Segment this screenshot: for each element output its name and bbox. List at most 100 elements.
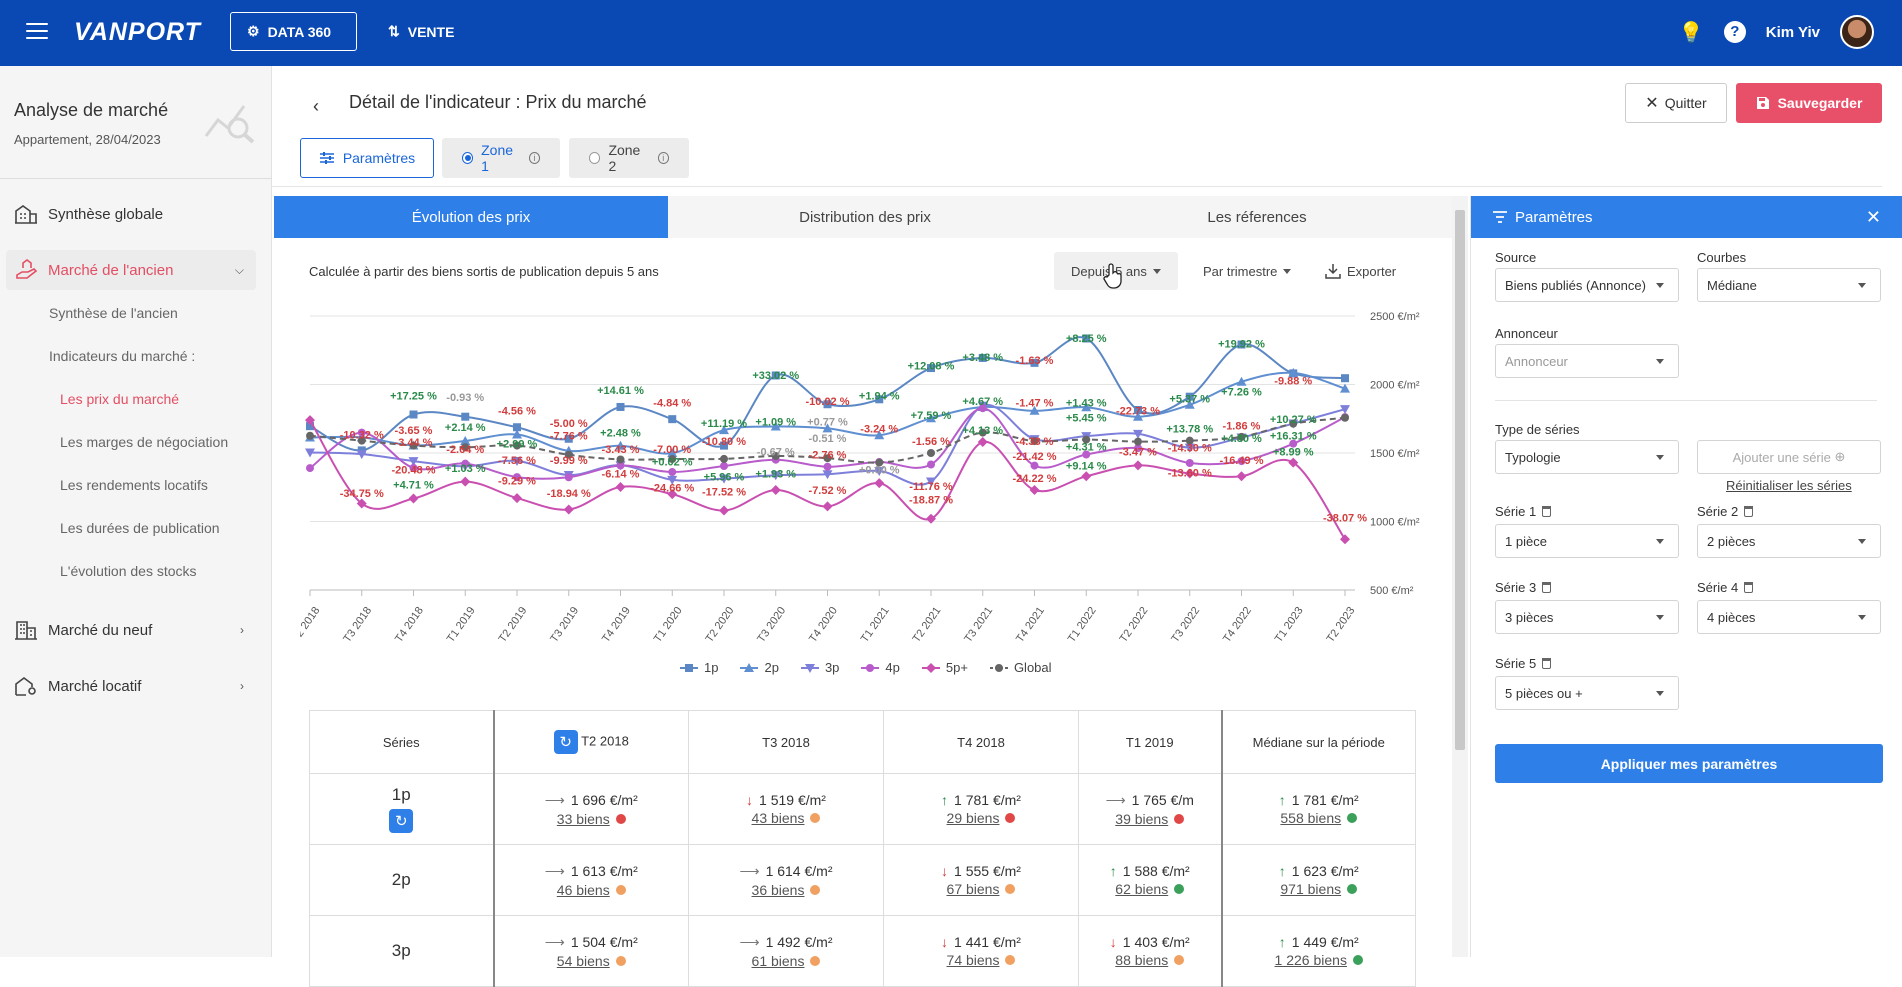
info-icon[interactable]: i: [528, 152, 541, 164]
count-link[interactable]: 558 biens: [1223, 810, 1416, 826]
sidebar-link-synthese-ancien[interactable]: Synthèse de l'ancien: [49, 305, 178, 321]
data-label: -3.47 %: [1119, 447, 1157, 459]
series-1-select[interactable]: 1 pièce: [1495, 524, 1679, 558]
granularity-dropdown[interactable]: Par trimestre: [1186, 252, 1308, 290]
legend-item-Global[interactable]: Global: [989, 660, 1052, 675]
zone1-tab[interactable]: Zone 1 i: [442, 138, 560, 178]
count-text: 1 226 biens: [1274, 952, 1347, 968]
annonceur-select[interactable]: Annonceur: [1495, 344, 1679, 378]
sidebar-link-prix[interactable]: Les prix du marché: [60, 391, 180, 407]
lightbulb-icon[interactable]: 💡: [1678, 21, 1704, 44]
count-link[interactable]: 74 biens: [884, 952, 1078, 968]
sidebar-item-marche-locatif[interactable]: Marché locatif ›: [6, 666, 256, 706]
save-button[interactable]: Sauvegarder: [1736, 83, 1882, 123]
series-3-select[interactable]: 3 pièces: [1495, 600, 1679, 634]
data-label: +14.61 %: [597, 385, 644, 397]
series-4-select[interactable]: 4 pièces: [1697, 600, 1881, 634]
sidebar-item-marche-ancien[interactable]: Marché de l'ancien ⌵: [6, 250, 256, 290]
tab-references[interactable]: Les réferences: [1062, 196, 1452, 238]
count-link[interactable]: 36 biens: [689, 882, 883, 898]
count-link[interactable]: 33 biens: [495, 811, 689, 827]
series-point-2p: [1133, 411, 1143, 421]
menu-icon[interactable]: [26, 23, 48, 39]
close-icon[interactable]: ✕: [1865, 206, 1881, 227]
count-link[interactable]: 61 biens: [689, 953, 883, 969]
source-select[interactable]: Biens publiés (Annonce): [1495, 268, 1679, 302]
series-point-1p: [823, 400, 832, 409]
type-series-select[interactable]: Typologie: [1495, 440, 1679, 474]
arrow-up-icon: ↑: [1278, 934, 1286, 950]
price-value: ↑ 1 623 €/m²: [1223, 863, 1416, 879]
sidebar-link-durees[interactable]: Les durées de publication: [60, 520, 220, 536]
tab-evolution[interactable]: Évolution des prix: [274, 196, 668, 238]
sidebar-item-marche-neuf[interactable]: Marché du neuf ›: [6, 610, 256, 650]
series-5-select[interactable]: 5 pièces ou +: [1495, 676, 1679, 710]
count-link[interactable]: 29 biens: [884, 810, 1078, 826]
sidebar-link-marges[interactable]: Les marges de négociation: [60, 434, 229, 450]
scrollbar-thumb[interactable]: [1455, 210, 1465, 750]
sidebar-item-synthese-globale[interactable]: Synthèse globale: [6, 194, 256, 234]
sidebar-link-stocks[interactable]: L'évolution des stocks: [60, 563, 197, 579]
trash-icon[interactable]: [1744, 506, 1754, 517]
apply-parameters-button[interactable]: Appliquer mes paramètres: [1495, 744, 1883, 783]
trash-icon[interactable]: [1542, 506, 1552, 517]
count-text: 39 biens: [1115, 810, 1169, 827]
x-tick-label: T2 2020: [703, 605, 736, 645]
data360-button[interactable]: ⚙ DATA 360: [230, 12, 357, 51]
count-link[interactable]: 971 biens: [1223, 881, 1416, 897]
series-point-1p: [1030, 358, 1039, 367]
avatar[interactable]: [1840, 15, 1874, 49]
trash-icon[interactable]: [1542, 582, 1552, 593]
parameters-toggle[interactable]: Paramètres: [300, 138, 434, 178]
legend-item-4p[interactable]: 4p: [861, 660, 900, 675]
add-series-button[interactable]: Ajouter une série ⊕: [1697, 440, 1881, 474]
zone2-tab[interactable]: Zone 2 i: [569, 138, 689, 178]
header-t1-2019: T1 2019: [1078, 710, 1222, 774]
count-link[interactable]: 46 biens: [495, 882, 689, 898]
count-link[interactable]: 62 biens: [1079, 881, 1221, 897]
data-label: -6.14 %: [602, 469, 640, 481]
data-label: -1.63 %: [1016, 355, 1054, 367]
series-point-3p: [667, 475, 678, 485]
series-point-Global: [875, 458, 884, 467]
data-label: +4.13 %: [962, 425, 1003, 437]
count-link[interactable]: 1 226 biens: [1223, 952, 1416, 968]
sidebar-link-rendements[interactable]: Les rendements locatifs: [60, 477, 208, 493]
back-arrow-icon[interactable]: ‹: [313, 96, 319, 116]
header-label: T2 2018: [581, 733, 629, 749]
legend-item-3p[interactable]: 3p: [800, 660, 839, 675]
legend-item-1p[interactable]: 1p: [680, 660, 718, 675]
price-text: 1 441 €/m²: [954, 934, 1021, 950]
page-title: Détail de l'indicateur : Prix du marché: [349, 92, 647, 112]
legend-item-2p[interactable]: 2p: [740, 660, 779, 675]
refresh-icon[interactable]: ↻: [553, 730, 578, 754]
reset-series-link[interactable]: Réinitialiser les séries: [1726, 478, 1852, 493]
trash-icon[interactable]: [1744, 582, 1754, 593]
count-link[interactable]: 39 biens: [1079, 811, 1221, 827]
count-link[interactable]: 67 biens: [884, 881, 1078, 897]
data-label: -9.99 %: [550, 455, 588, 467]
export-button[interactable]: Exporter: [1308, 252, 1413, 290]
legend-item-5p+[interactable]: 5p+: [921, 660, 968, 675]
type-series-label: Type de séries: [1495, 422, 1580, 437]
count-link[interactable]: 54 biens: [495, 953, 689, 969]
main-scrollbar[interactable]: [1452, 196, 1468, 957]
quit-button[interactable]: ✕ Quitter: [1625, 83, 1727, 123]
refresh-icon[interactable]: ↻: [389, 809, 414, 833]
tab-distribution[interactable]: Distribution des prix: [668, 196, 1062, 238]
count-link[interactable]: 88 biens: [1079, 952, 1221, 968]
courbes-select[interactable]: Médiane: [1697, 268, 1881, 302]
help-icon[interactable]: ?: [1723, 21, 1746, 43]
zone2-label: Zone 2: [608, 142, 641, 174]
info-icon[interactable]: i: [657, 152, 669, 164]
user-name[interactable]: Kim Yiv: [1765, 23, 1820, 41]
count-text: 61 biens: [751, 952, 805, 969]
price-cell: ⟶ 1 613 €/m² 46 biens: [493, 844, 689, 916]
series-point-Global: [306, 431, 314, 440]
series-2-select[interactable]: 2 pièces: [1697, 524, 1881, 558]
trash-icon[interactable]: [1542, 658, 1552, 669]
count-link[interactable]: 43 biens: [689, 810, 883, 826]
caret-down-icon: [1656, 691, 1664, 696]
vente-button[interactable]: ⇅ VENTE: [388, 12, 454, 51]
sidebar-item-label: Marché locatif: [48, 677, 142, 695]
